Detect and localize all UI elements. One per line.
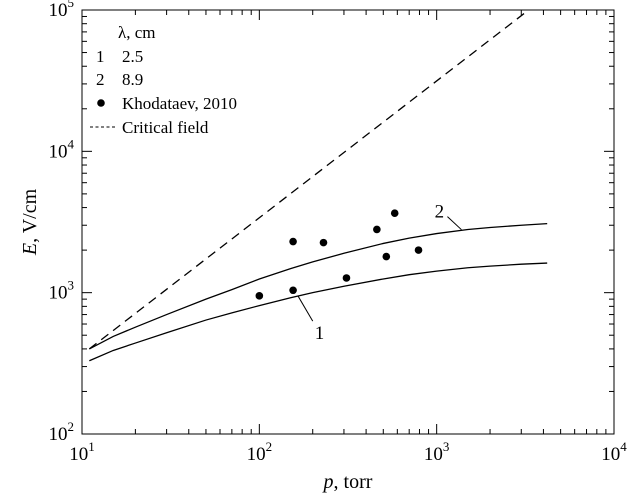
data-point [414, 246, 423, 254]
legend-label-1: 2.5 [122, 47, 143, 66]
y-tick-label: 104 [49, 136, 75, 162]
data-point [289, 237, 297, 246]
x-tick-label: 104 [601, 439, 627, 465]
y-tick-label: 103 [49, 278, 75, 304]
y-tick-label: 102 [49, 419, 75, 445]
x-tick-label: 102 [247, 439, 273, 465]
legend-label-khodataev: Khodataev, 2010 [122, 94, 237, 113]
legend: λ, cm 1 2.5 2 8.9 Khodataev, 2010 Critic… [90, 23, 237, 137]
data-point [382, 252, 391, 261]
curve-2 [89, 222, 548, 350]
series-curves [88, 9, 548, 362]
leader-line-1 [297, 295, 314, 322]
data-point [319, 238, 328, 247]
curve-label-1: 1 [315, 323, 325, 344]
legend-marker-dot [97, 99, 105, 107]
data-point [342, 274, 351, 282]
plot-frame [81, 9, 615, 435]
x-axis-label: p, torr [322, 471, 373, 493]
data-points [255, 209, 423, 300]
data-point [289, 286, 297, 295]
legend-label-critical: Critical field [122, 118, 209, 137]
x-tick-label: 103 [424, 439, 450, 465]
data-point [373, 225, 381, 234]
legend-header: λ, cm [118, 23, 156, 42]
critical-field-line [88, 9, 530, 350]
legend-key-1: 1 [96, 47, 105, 66]
y-axis-label: E, V/cm [19, 188, 41, 256]
legend-label-2: 8.9 [122, 70, 143, 89]
curve-label-2: 2 [435, 202, 445, 223]
y-tick-label: 105 [49, 0, 75, 21]
data-point [255, 292, 264, 300]
data-point [390, 209, 399, 217]
curve-1 [89, 262, 548, 362]
curve-labels: 12 [297, 202, 462, 344]
legend-key-2: 2 [96, 70, 105, 89]
x-tick-label: 101 [69, 439, 95, 465]
leader-line-2 [447, 216, 462, 231]
